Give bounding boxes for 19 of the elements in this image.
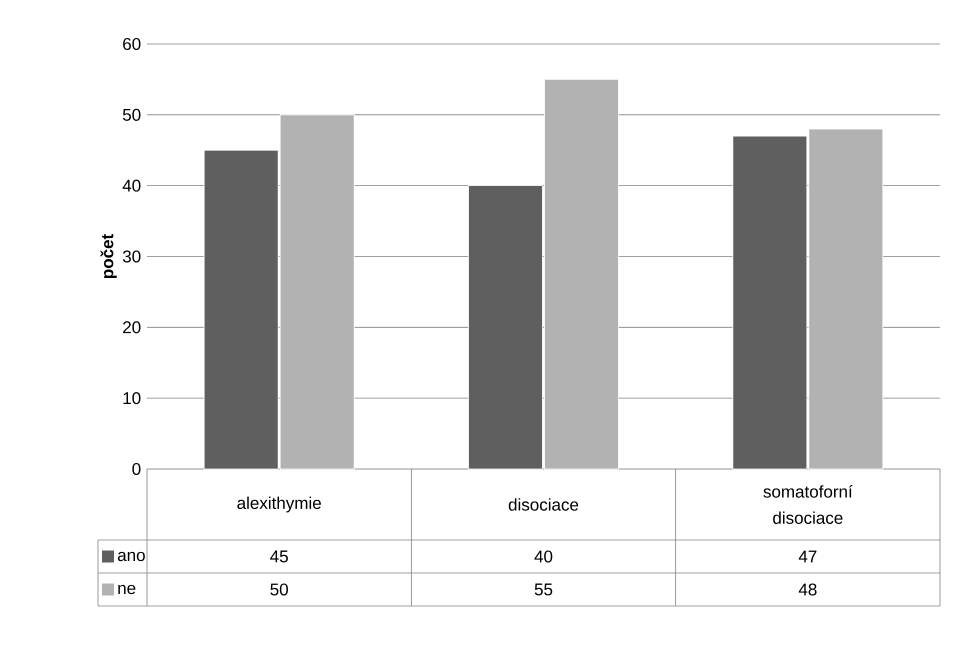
data-label: 47	[798, 550, 816, 562]
y-tick-label: 40	[122, 180, 140, 192]
data-label: 45	[270, 550, 288, 562]
x-tick-label: alexithymie	[237, 496, 321, 512]
data-label: 55	[534, 584, 552, 596]
y-tick-label: 10	[124, 392, 140, 404]
data-label: 48	[798, 583, 817, 596]
y-tick-label: 20	[123, 321, 140, 334]
x-tick-label: somatoforní disociace	[763, 485, 853, 524]
y-tick-label: 60	[123, 38, 140, 50]
y-tick-label: 50	[122, 108, 140, 121]
legend-label: ano	[118, 552, 145, 562]
y-tick-label: 30	[122, 250, 140, 263]
y-axis-title: počet	[100, 234, 117, 278]
data-label: 50	[270, 583, 288, 596]
x-tick-label: disociace	[508, 498, 578, 511]
legend-label: ne	[118, 584, 136, 594]
y-tick-label: 0	[132, 462, 140, 476]
data-label: 40	[534, 550, 552, 563]
